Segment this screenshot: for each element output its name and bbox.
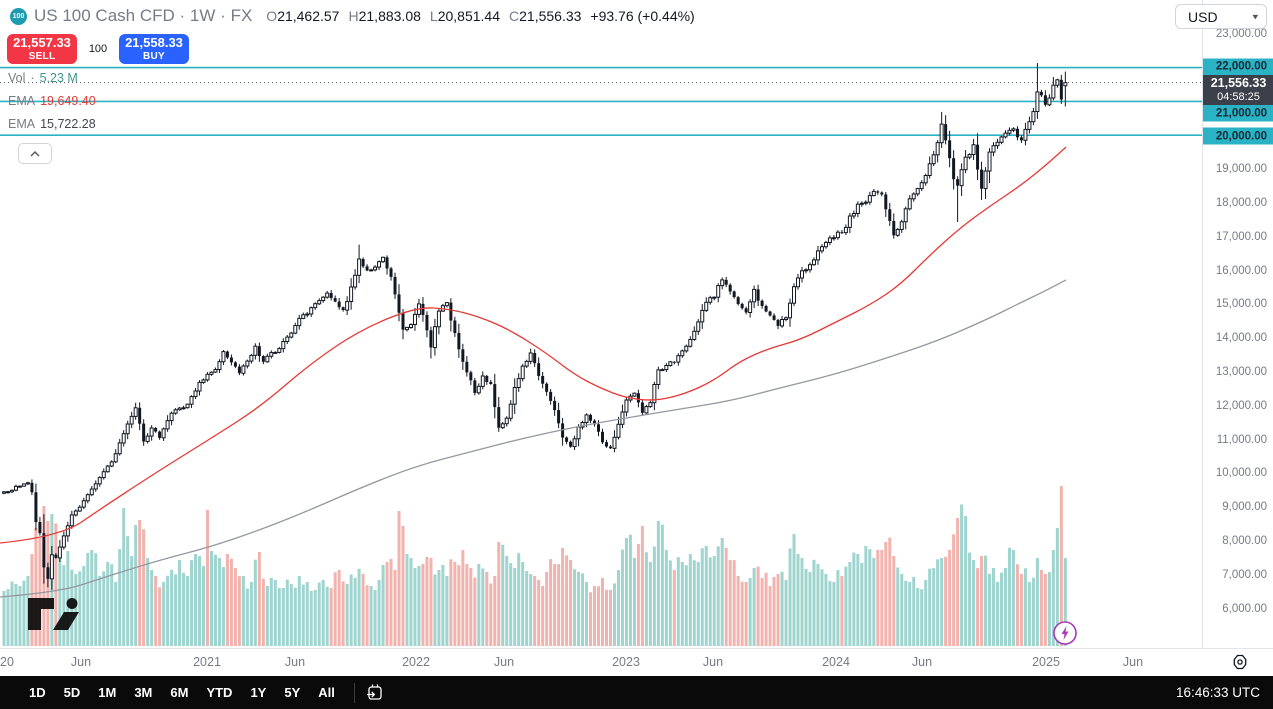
sell-button[interactable]: 21,557.33 SELL — [7, 34, 77, 64]
volume-legend-row[interactable]: Vol · 5.23 M — [8, 71, 78, 86]
symbol-title[interactable]: US 100 Cash CFD · 1W · FX — [34, 6, 253, 25]
time-axis-label: Jun — [284, 655, 306, 669]
price-axis-label: 15,000.00 — [1215, 298, 1267, 311]
time-axis-label: 2022 — [402, 655, 430, 669]
range-button-6m[interactable]: 6M — [161, 685, 197, 700]
buy-button[interactable]: 21,558.33 BUY — [119, 34, 189, 64]
ema-fast-legend-row[interactable]: EMA 19,649.40 — [8, 94, 96, 109]
settings-icon[interactable] — [1231, 653, 1249, 671]
symbol-logo-icon: 100 — [10, 7, 27, 25]
collapse-legend-button[interactable] — [18, 143, 52, 164]
currency-value: USD — [1188, 8, 1218, 25]
time-axis-label: 2021 — [193, 655, 221, 669]
open-value: O21,462.57 — [266, 8, 340, 24]
price-chart[interactable] — [0, 0, 1202, 648]
price-axis-label: 16,000.00 — [1215, 264, 1267, 277]
sell-label: SELL — [28, 50, 56, 62]
time-axis-label: 2025 — [1032, 655, 1060, 669]
high-value: H21,883.08 — [348, 8, 421, 24]
ema-slow-legend-row[interactable]: EMA 15,722.28 — [8, 117, 96, 132]
time-axis-label: Jun — [70, 655, 92, 669]
price-level-tag: 20,000.00 — [1203, 127, 1273, 145]
price-axis-label: 6,000.00 — [1222, 602, 1267, 615]
price-axis-label: 23,000.00 — [1215, 27, 1267, 40]
range-button-5y[interactable]: 5Y — [275, 685, 309, 700]
time-axis-label: Jun — [1122, 655, 1144, 669]
spread-value: 100 — [88, 43, 108, 55]
range-button-ytd[interactable]: YTD — [197, 685, 241, 700]
tradingview-watermark-icon — [28, 598, 79, 630]
price-axis-label: 10,000.00 — [1215, 467, 1267, 480]
range-button-3m[interactable]: 3M — [125, 685, 161, 700]
change-value: +93.76 (+0.44%) — [590, 8, 695, 24]
ema-slow-value: 15,722.28 — [40, 117, 96, 132]
price-axis-label: 8,000.00 — [1222, 535, 1267, 547]
symbol-header: 100 US 100 Cash CFD · 1W · FX O21,462.57… — [0, 0, 1273, 32]
lightning-badge-icon — [1053, 621, 1077, 645]
price-axis-label: 18,000.00 — [1215, 196, 1267, 209]
ohlc-values: O21,462.57 H21,883.08 L20,851.44 C21,556… — [266, 8, 694, 24]
utc-clock: 16:46:33 UTC — [1175, 685, 1260, 700]
toolbar-divider — [353, 682, 355, 703]
buy-price: 21,558.33 — [125, 35, 183, 51]
price-axis[interactable]: 23,000.00 19,000.00 18,000.00 17,000.00 16,0… — [1202, 0, 1273, 648]
range-button-all[interactable]: All — [309, 685, 344, 700]
calendar-icon — [366, 684, 382, 700]
bottom-toolbar: 1D 5D 1M 3M 6M YTD 1Y 5Y All 16:46:33 UTC — [0, 676, 1273, 709]
chevron-down-icon: ▾ — [1252, 12, 1258, 22]
currency-select[interactable]: USD ▾ — [1175, 4, 1267, 29]
time-axis-label: Jun — [493, 655, 515, 669]
time-axis[interactable]: 20 Jun 2021 Jun 2022 Jun 2023 Jun 2024 Jun 2025 Jun — [0, 648, 1273, 677]
price-axis-label: 13,000.00 — [1215, 365, 1267, 378]
low-value: L20,851.44 — [429, 8, 500, 24]
price-axis-label: 11,000.00 — [1216, 433, 1267, 446]
price-axis-label: 14,000.00 — [1215, 332, 1267, 345]
price-axis-label: 19,000.00 — [1215, 163, 1267, 175]
time-axis-label: Jun — [911, 655, 933, 669]
indicator-legend: Vol · 5.23 M EMA 19,649.40 EMA 15,722.28 — [8, 72, 96, 141]
last-price-tag: 21,556.33 04:58:25 — [1203, 75, 1273, 105]
time-axis-label: 2024 — [822, 655, 850, 669]
price-axis-label: 12,000.00 — [1215, 399, 1267, 412]
price-level-tag: 21,000.00 — [1203, 104, 1273, 122]
time-axis-label: Jun — [702, 655, 724, 669]
price-level-tag: 22,000.00 — [1203, 58, 1273, 75]
go-to-date-button[interactable] — [365, 683, 384, 702]
chevron-up-icon — [30, 150, 40, 156]
ema-fast-value: 19,649.40 — [40, 94, 96, 109]
range-button-5d[interactable]: 5D — [55, 685, 90, 700]
price-axis-label: 9,000.00 — [1222, 501, 1267, 514]
time-axis-label: 20 — [0, 655, 14, 669]
volume-value: 5.23 M — [39, 71, 78, 86]
time-axis-label: 2023 — [612, 655, 640, 669]
trade-panel: 21,557.33 SELL 100 21,558.33 BUY — [7, 34, 189, 64]
price-axis-label: 17,000.00 — [1215, 230, 1267, 243]
sell-price: 21,557.33 — [13, 35, 71, 51]
price-axis-label: 7,000.00 — [1222, 568, 1267, 581]
range-button-1m[interactable]: 1M — [89, 685, 125, 700]
range-buttons: 1D 5D 1M 3M 6M YTD 1Y 5Y All — [0, 684, 344, 702]
range-button-1d[interactable]: 1D — [20, 685, 55, 700]
buy-label: BUY — [142, 50, 165, 62]
close-value: C21,556.33 — [509, 8, 582, 24]
range-button-1y[interactable]: 1Y — [241, 685, 275, 700]
